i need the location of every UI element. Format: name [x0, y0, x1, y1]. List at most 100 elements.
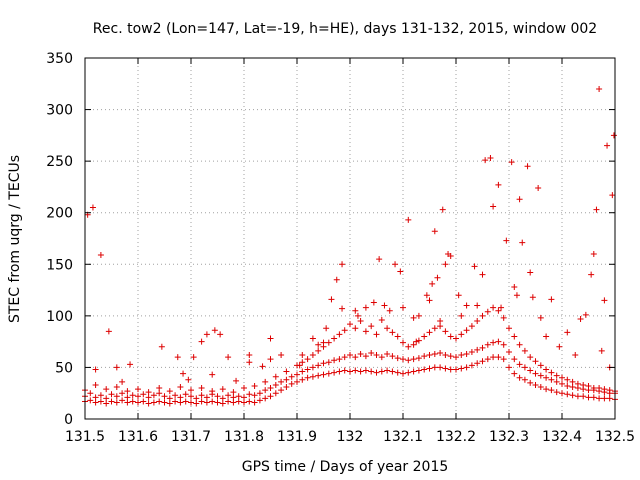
data-point	[188, 387, 194, 394]
data-point	[453, 335, 459, 342]
data-point	[564, 391, 571, 398]
data-point	[548, 376, 555, 383]
data-point	[458, 331, 465, 338]
data-point	[357, 351, 364, 358]
data-point	[506, 364, 512, 371]
data-point	[564, 376, 571, 383]
data-point	[288, 373, 295, 380]
data-point	[325, 370, 332, 377]
data-point	[506, 325, 512, 332]
data-point	[354, 312, 361, 319]
data-point	[219, 386, 226, 393]
data-point	[209, 388, 216, 395]
data-point	[479, 344, 486, 351]
data-point	[582, 311, 589, 318]
data-point	[543, 386, 550, 393]
data-point	[203, 399, 210, 406]
data-point	[495, 354, 502, 361]
x-tick-label: 131.7	[171, 429, 211, 445]
data-point	[511, 356, 518, 363]
data-point	[490, 203, 497, 210]
data-point	[262, 395, 269, 402]
data-point	[527, 354, 534, 361]
data-point	[156, 390, 163, 397]
data-point	[606, 387, 613, 394]
data-point	[516, 361, 523, 368]
data-point	[442, 261, 449, 268]
data-point	[513, 292, 520, 299]
data-point	[585, 382, 592, 389]
data-point	[299, 368, 306, 375]
data-point	[182, 398, 189, 405]
data-point	[468, 362, 475, 369]
chart-title: Rec. tow2 (Lon=147, Lat=-19, h=HE), days…	[93, 21, 597, 37]
data-point	[219, 400, 226, 407]
data-point	[500, 356, 507, 363]
data-point	[463, 351, 470, 358]
data-point	[474, 302, 481, 309]
data-point	[103, 395, 110, 402]
data-point	[463, 302, 470, 309]
data-point	[442, 328, 449, 335]
data-point	[150, 392, 157, 399]
data-point	[511, 370, 518, 377]
data-point	[400, 370, 406, 377]
data-point	[498, 304, 505, 311]
data-point	[495, 181, 502, 188]
data-point	[127, 361, 134, 368]
data-point	[474, 346, 481, 353]
data-point	[413, 338, 420, 345]
data-point	[135, 393, 141, 400]
data-point	[572, 352, 579, 359]
data-point	[166, 388, 173, 395]
data-point	[309, 364, 316, 371]
data-point	[370, 299, 377, 306]
x-tick-label: 132.5	[595, 429, 635, 445]
data-point	[172, 398, 179, 405]
data-point	[124, 388, 131, 395]
data-point	[315, 362, 322, 369]
data-point	[336, 331, 343, 338]
data-point	[590, 385, 597, 392]
data-point	[352, 354, 359, 361]
data-point	[606, 395, 613, 402]
data-point	[410, 356, 417, 363]
data-point	[309, 352, 316, 359]
data-point	[389, 368, 396, 375]
data-point	[225, 354, 232, 361]
data-point	[415, 312, 422, 319]
data-point	[569, 392, 576, 399]
data-point	[529, 294, 536, 301]
data-point	[325, 339, 332, 346]
data-point	[437, 318, 444, 325]
data-point	[559, 380, 565, 387]
data-point	[447, 333, 454, 340]
data-point	[458, 352, 465, 359]
data-point	[336, 368, 343, 375]
data-point	[278, 378, 285, 385]
data-point	[537, 384, 544, 391]
data-point	[294, 378, 300, 385]
data-point	[259, 363, 266, 370]
data-point	[108, 398, 115, 405]
data-point	[182, 391, 189, 398]
data-point	[442, 365, 449, 372]
data-point	[373, 331, 380, 338]
data-point	[87, 390, 94, 397]
data-point	[553, 372, 560, 379]
data-point	[506, 348, 512, 355]
data-point	[198, 392, 205, 399]
data-point	[447, 353, 454, 360]
data-point	[610, 132, 617, 139]
data-point	[219, 395, 226, 402]
data-point	[283, 376, 290, 383]
data-point	[596, 395, 603, 402]
y-tick-label: 50	[55, 360, 73, 376]
data-point	[598, 347, 605, 354]
data-point	[246, 352, 253, 359]
data-point	[233, 377, 240, 384]
data-point	[256, 390, 263, 397]
data-point	[490, 304, 497, 311]
data-point	[158, 343, 165, 350]
data-point	[124, 399, 131, 406]
